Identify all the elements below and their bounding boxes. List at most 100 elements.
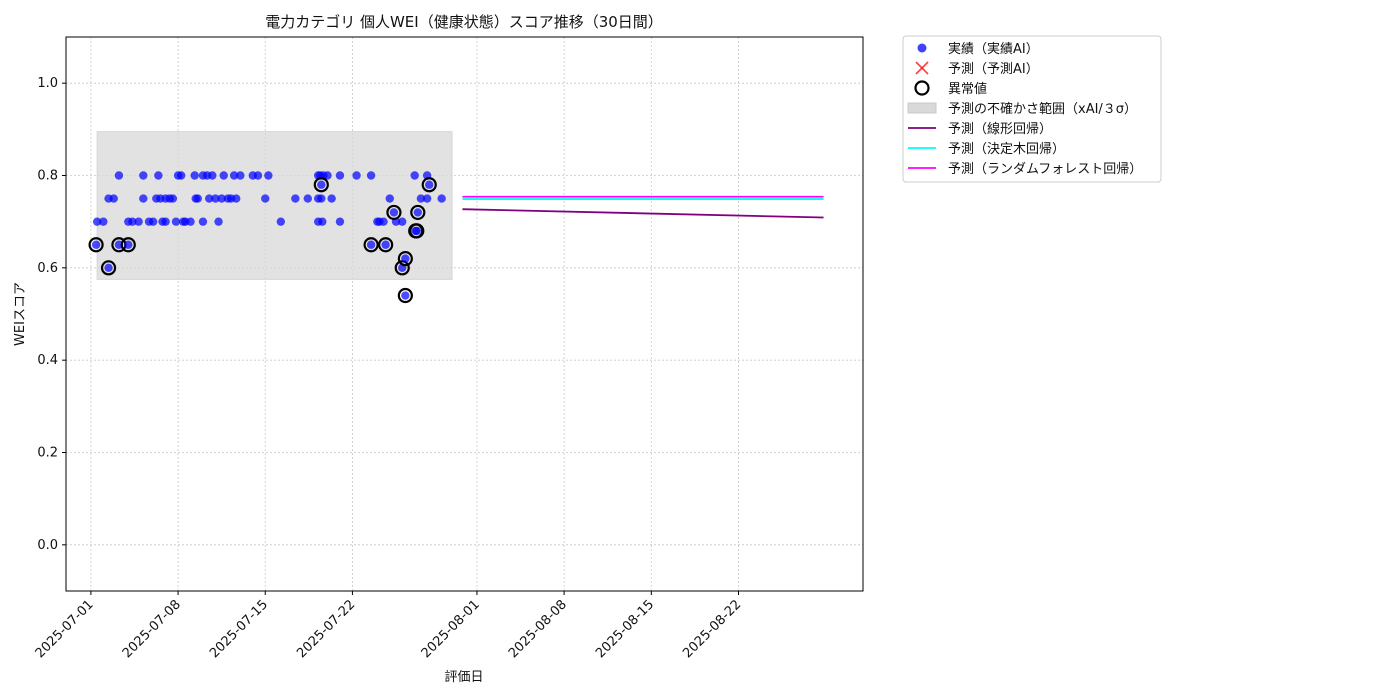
anomaly-point <box>88 237 104 253</box>
x-tick-label: 2025-08-08 <box>506 597 570 661</box>
actual-point <box>190 171 199 180</box>
anomaly-point <box>410 204 426 221</box>
anomaly-point-fill <box>91 240 101 249</box>
y-tick-label: 0.8 <box>37 169 58 184</box>
actual-point <box>139 194 148 203</box>
anomaly-point-fill <box>104 263 113 273</box>
anomaly-point-fill <box>124 240 133 249</box>
actual-point <box>168 194 178 203</box>
anomaly-point-fill <box>317 180 326 189</box>
anomaly-point <box>378 237 394 253</box>
legend-label: 予測（決定木回帰） <box>948 141 1065 157</box>
y-tick-label: 0.2 <box>37 446 58 461</box>
actual-point <box>229 171 239 180</box>
actual-point <box>318 217 327 226</box>
anomaly-point <box>397 251 413 267</box>
legend-label: 異常値 <box>948 81 987 97</box>
y-tick-label: 0.4 <box>37 353 58 368</box>
chart-title: 電力カテゴリ 個人WEI（健康状態）スコア推移（30日間） <box>265 13 663 31</box>
actual-point <box>231 194 241 203</box>
linear-regression-line <box>462 208 824 219</box>
actual-point <box>193 194 202 203</box>
actual-point <box>327 194 336 203</box>
x-tick-label: 2025-07-01 <box>33 597 97 661</box>
legend-label: 実績（実績AI） <box>948 41 1039 57</box>
anomaly-point-fill <box>412 226 421 236</box>
actual-point <box>219 171 228 180</box>
actual-point <box>114 171 124 180</box>
anomaly-point <box>421 177 437 193</box>
actual-point <box>366 171 376 180</box>
legend-label: 予測（線形回帰） <box>948 121 1052 137</box>
actual-point <box>186 217 195 226</box>
actual-point <box>398 217 407 226</box>
anomaly-point <box>397 287 413 304</box>
grid-layer <box>66 37 863 591</box>
actual-point <box>335 171 345 180</box>
actual-point <box>323 171 332 180</box>
actual-point <box>264 171 273 180</box>
anomaly-point-fill <box>401 254 410 263</box>
anomaly-point-fill <box>425 180 434 189</box>
x-tick-label: 2025-08-01 <box>419 597 483 661</box>
actual-point <box>161 217 170 226</box>
actual-point <box>379 217 388 226</box>
legend-frame <box>902 35 1162 183</box>
legend-band-icon <box>907 102 937 114</box>
actual-point <box>437 194 446 203</box>
x-tick-label: 2025-08-15 <box>593 597 657 661</box>
legend-ring-icon <box>914 80 930 96</box>
legend-label: 予測の不確かさ範囲（xAI/３σ） <box>948 101 1137 117</box>
actual-point <box>211 194 220 203</box>
legend-label: 予測（ランダムフォレスト回帰） <box>948 161 1142 177</box>
x-tick-label: 2025-07-22 <box>294 597 358 661</box>
x-tick-label: 2025-07-08 <box>120 597 184 661</box>
actual-point <box>416 194 426 203</box>
actual-point <box>276 217 286 226</box>
anomaly-point-fill <box>401 291 410 300</box>
line-layer <box>462 195 824 219</box>
actual-point <box>410 171 419 180</box>
actual-point <box>335 217 345 226</box>
anomaly-point-fill <box>366 240 376 249</box>
actual-point <box>134 217 143 226</box>
actual-point <box>214 217 223 226</box>
actual-point <box>385 194 394 203</box>
actual-point <box>291 194 300 203</box>
actual-point <box>176 171 186 180</box>
x-tick-label: 2025-08-22 <box>680 597 744 661</box>
legend-label: 予測（予測AI） <box>948 62 1039 77</box>
actual-point <box>99 217 108 226</box>
actual-point <box>261 194 270 203</box>
actual-point <box>317 194 326 203</box>
point-layer <box>92 171 446 226</box>
actual-point <box>253 171 263 180</box>
actual-point <box>109 194 118 203</box>
actual-point <box>128 217 137 226</box>
actual-point <box>217 194 226 203</box>
legend-dot-icon <box>917 43 927 53</box>
y-axis-label: WEIスコア <box>13 282 28 346</box>
y-tick-label: 1.0 <box>37 76 58 91</box>
anomaly-point <box>409 223 425 239</box>
actual-point <box>352 171 361 180</box>
actual-point <box>92 217 102 226</box>
actual-point <box>236 171 245 180</box>
actual-point <box>422 194 432 203</box>
anomaly-point <box>386 204 402 221</box>
anomaly-point-fill <box>381 240 390 249</box>
anomaly-point <box>120 237 136 253</box>
legend-x-icon <box>915 61 929 75</box>
actual-point <box>303 194 312 203</box>
anomaly-point-fill <box>413 208 423 217</box>
x-axis-label: 評価日 <box>444 670 483 685</box>
y-tick-label: 0.6 <box>37 261 58 276</box>
actual-point <box>148 217 158 226</box>
actual-point <box>171 217 181 226</box>
x-axis: 2025-07-01 2025-07-08 2025-07-15 2025-07-22… <box>33 591 744 661</box>
anomaly-point <box>363 237 379 253</box>
y-axis: 0.0 0.2 0.4 0.6 0.8 1.0 <box>37 76 66 553</box>
